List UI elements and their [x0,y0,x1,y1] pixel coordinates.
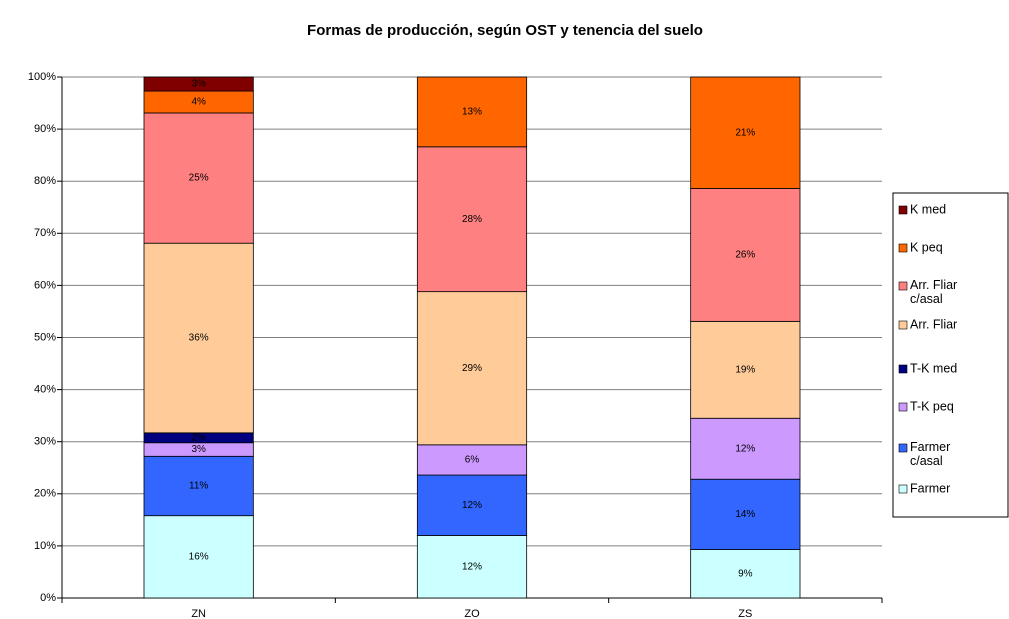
y-tick-label: 60% [34,279,56,291]
data-label: 25% [189,173,209,184]
legend-swatch [898,443,908,453]
y-tick-label: 80% [34,175,56,187]
y-tick-label: 100% [28,71,56,83]
bar-segment [690,320,801,419]
x-tick-label: ZO [464,608,480,619]
data-label: 29% [462,363,482,374]
legend-label: K med [910,202,946,216]
data-label: 28% [462,214,482,225]
data-label: 36% [189,333,209,344]
y-tick-label: 0% [40,592,56,604]
legend-label: T-K med [910,361,957,375]
data-label: 12% [462,500,482,511]
chart-title: Formas de producción, según OST y tenenc… [307,22,703,39]
data-label: 12% [735,443,755,454]
y-tick-label: 70% [34,227,56,239]
data-label: 16% [189,551,209,562]
data-label: 21% [735,127,755,138]
data-label: 11% [189,481,208,492]
legend-box [892,192,1009,518]
legend: K med K peq Arr. Fliar c/asal Arr. Fliar T-K… [892,192,1009,518]
bar-segment [690,76,801,189]
y-tick-label: 20% [34,488,56,500]
data-label: 4% [191,97,206,108]
legend-label: Farmer c/asal [910,440,954,468]
data-label: 19% [735,364,755,375]
legend-label: T-K peq [910,399,954,413]
x-tick-label: ZN [191,608,206,619]
legend-label: Arr. Fliar [910,317,957,331]
legend-swatch [898,364,908,374]
bar-segment [143,242,254,434]
bar-segment [416,76,528,148]
legend-swatch [898,484,908,494]
legend-label: Farmer [910,481,950,495]
bar-segment [416,291,528,446]
bar-segment [143,112,254,244]
legend-swatch [898,281,908,291]
legend-swatch [898,402,908,412]
data-label: 2% [191,432,206,443]
data-label: 13% [462,107,482,118]
x-tick-label: ZS [738,608,752,619]
bar-segment [416,535,528,599]
data-label: 26% [735,250,755,261]
y-tick-label: 90% [34,123,56,135]
legend-swatch [898,205,908,215]
legend-swatch [898,243,908,253]
bar-segment [690,549,801,599]
legend-label: K peq [910,240,943,254]
bar-segment [416,444,528,476]
data-label: 9% [738,568,753,579]
legend-label: Arr. Fliar c/asal [910,278,961,306]
data-label: 14% [735,509,755,520]
y-tick-label: 50% [34,331,56,343]
y-tick-label: 10% [34,540,56,552]
legend-swatch [898,320,908,330]
data-label: 3% [191,444,206,455]
bar-segment [143,76,254,92]
bar-segment [416,474,528,536]
bar-segment [143,455,254,517]
bar-segment [690,478,801,550]
bar-segment [690,417,801,480]
y-tick-label: 30% [34,436,56,448]
data-label: 6% [465,455,480,466]
bar-segment [416,146,528,293]
y-tick-label: 40% [34,384,56,396]
data-label: 12% [462,561,482,572]
data-label: 3% [191,79,206,90]
bar-segment [143,515,254,599]
